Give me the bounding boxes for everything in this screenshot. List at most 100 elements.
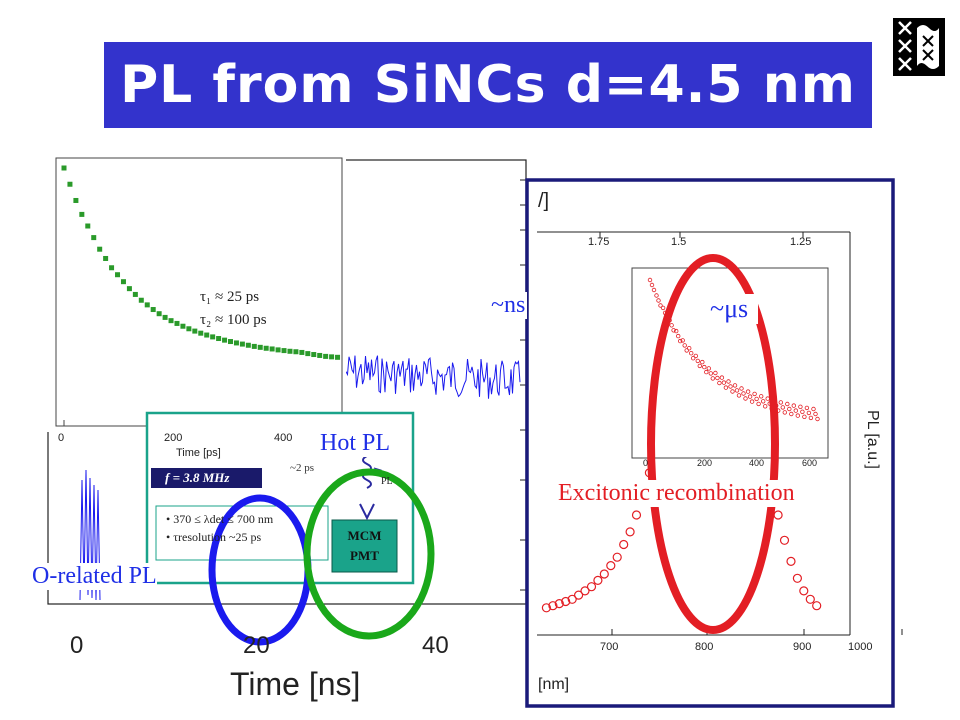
spectrum-data-point [779,535,790,545]
us-data-point [658,303,663,308]
ns-x-axis-label: Time [ns] [230,666,361,702]
ps-data-point [162,314,168,320]
us-data-point [808,415,814,421]
ps-decay-data-points [61,165,341,360]
us-tick-0: 0 [643,458,649,468]
us-data-point [806,410,812,416]
us-data-point [695,358,700,364]
detector-range-text: • 370 ≤ λdet ≤ 700 nm [166,512,274,526]
wl-tick-1000: 1000 [848,641,873,653]
ps-data-point [228,339,234,345]
ps-tick-400: 400 [274,432,293,444]
ps-data-point [251,343,257,349]
ps-data-point [222,337,228,343]
ps-data-point [115,272,121,278]
spectrum-data-point [593,575,603,586]
energy-tick-3: 1.25 [790,236,812,248]
us-data-point [678,338,683,344]
spectrum-data-point [799,586,809,596]
us-data-point [730,389,735,394]
wl-tick-900: 900 [793,641,812,653]
ps-data-point [91,235,97,241]
ps-data-point [168,318,174,324]
us-data-point [708,371,713,376]
us-data-point [743,396,748,401]
ps-data-point [257,344,263,350]
us-data-point [778,400,783,405]
ps-data-point [210,334,216,340]
us-data-point [674,328,679,334]
spectrum-data-point [805,594,815,604]
us-tick-400: 400 [749,458,765,468]
ps-data-point [281,348,287,354]
us-data-point [756,401,761,407]
us-data-point [787,406,792,412]
us-data-point [734,388,740,393]
ps-data-point [126,286,132,292]
us-data-point [684,348,689,353]
us-data-point [728,384,733,389]
ps-inset-frame [55,157,343,427]
us-data-point [813,411,818,417]
us-data-point [785,401,790,407]
us-data-point [745,389,751,394]
ps-data-point [275,347,281,353]
us-data-point [732,383,738,388]
tau2-annotation: τ₂ ≈ 100 ps [200,312,267,328]
ps-data-point [311,352,317,358]
us-data-point [789,411,794,417]
frequency-label: f = 3.8 MHz [165,470,230,485]
ps-data-point [329,354,335,360]
hot-pl-label: Hot PL [320,430,391,457]
us-data-point [793,408,798,413]
us-data-point [815,416,820,422]
us-tick-600: 600 [802,458,818,468]
wl-tick-700: 700 [600,641,619,653]
spectrum-data-point [586,582,597,592]
ps-data-point [180,323,186,329]
ns-tick-20: 20 [243,632,270,659]
us-data-point [697,363,702,369]
us-data-point [721,380,727,385]
pmt-label: PMT [350,548,379,563]
us-data-point [710,376,715,381]
ps-data-point [323,353,329,359]
us-tick-200: 200 [697,458,713,468]
spectrum-data-point [606,560,616,571]
wl-tick-800: 800 [695,641,714,653]
energy-tick-2: 1.5 [671,236,687,248]
excitonic-recombination-label: Excitonic recombination [556,480,797,507]
ps-data-point [174,320,180,326]
ns-tick-40: 40 [422,632,449,659]
title-banner [104,42,872,128]
ps-data-point [186,326,192,332]
us-data-point [656,298,661,303]
detector-spec-box [155,505,329,561]
us-data-point [761,399,766,404]
us-data-point [654,293,659,298]
mcm-label: MCM [347,528,382,543]
university-logo [893,18,945,76]
us-data-point [647,277,653,283]
ps-data-point [85,223,91,229]
ps-data-point [335,354,341,360]
us-data-point [706,366,711,371]
ps-data-point [150,307,156,313]
us-data-point [713,370,718,376]
wavelength-axis-label: [nm] [538,676,570,693]
us-data-point [723,385,729,390]
ps-tick-0: 0 [58,432,65,444]
ps-data-point [97,246,103,252]
us-data-point [759,394,764,399]
us-decay-data-points [647,277,820,422]
ns-timescale-label: ~ns [489,292,528,319]
us-data-point [739,386,744,391]
spectrum-data-point [573,590,584,600]
spectrum-data-point [561,596,571,607]
ns-decay-trace [345,355,521,399]
us-data-point [736,393,742,398]
ps-data-point [299,349,305,355]
frequency-badge [151,468,262,488]
ps-data-point [79,211,85,217]
